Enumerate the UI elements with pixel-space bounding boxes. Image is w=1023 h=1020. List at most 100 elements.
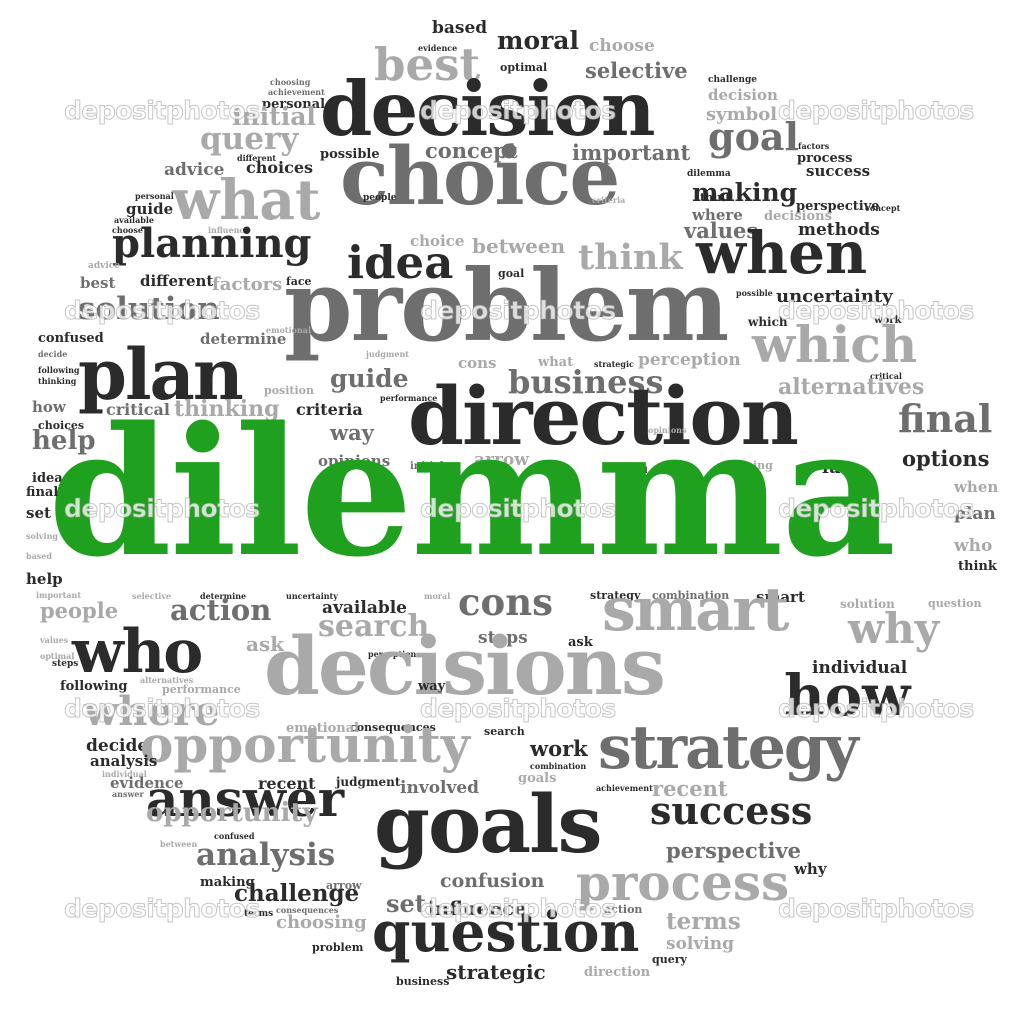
word-alternatives: alternatives: [140, 675, 194, 685]
word-question: question: [372, 899, 640, 964]
word-search: search: [484, 725, 525, 738]
word-work: work: [530, 736, 588, 761]
word-different: different: [140, 272, 214, 290]
word-achievement: achievement: [596, 783, 653, 793]
word-concept: concept: [865, 203, 901, 213]
watermark-text: depositphotos: [778, 494, 975, 524]
word-factors: factors: [212, 274, 283, 295]
word-advice: advice: [88, 261, 120, 271]
word-performance: performance: [380, 393, 438, 403]
word-perspective: perspective: [796, 199, 880, 214]
word-making: making: [692, 178, 798, 207]
word-challenge: challenge: [708, 75, 757, 85]
word-initial: initial: [232, 102, 316, 131]
word-what: what: [538, 355, 574, 370]
word-face: face: [286, 275, 312, 288]
word-decide: decide: [86, 736, 149, 756]
word-critical: critical: [870, 371, 902, 381]
word-choice: choice: [340, 129, 620, 223]
word-face: face: [822, 458, 862, 478]
word-values: values: [684, 218, 759, 243]
word-evidence: evidence: [110, 774, 184, 792]
word-perspective: perspective: [666, 838, 802, 863]
word-thinking: thinking: [38, 376, 77, 386]
word-recent: recent: [258, 774, 316, 793]
word-terms: terms: [244, 909, 274, 919]
word-success: success: [650, 788, 813, 833]
word-who: who: [954, 536, 993, 556]
word-different: different: [237, 153, 277, 163]
word-strategy: strategy: [598, 713, 859, 783]
word-choice: choice: [410, 232, 465, 250]
word-position: position: [264, 384, 314, 397]
word-concept: concept: [425, 138, 518, 163]
word-opinions: opinions: [648, 425, 687, 435]
word-based: based: [432, 18, 488, 38]
word-choosing: choosing: [270, 77, 311, 87]
watermark-text: depositphotos: [420, 894, 617, 924]
word-help: help: [26, 570, 63, 588]
word-based: based: [26, 551, 52, 561]
word-direction: direction: [408, 369, 799, 463]
word-business: business: [396, 975, 450, 988]
word-direction: direction: [584, 965, 651, 980]
word-answer: answer: [112, 789, 144, 799]
word-strategic: strategic: [594, 359, 634, 369]
word-selective: selective: [585, 58, 688, 83]
word-consequences: consequences: [350, 721, 436, 734]
word-following: following: [38, 365, 80, 375]
word-strategic: strategic: [446, 960, 546, 984]
watermark-text: depositphotos: [778, 296, 975, 326]
word-arrow: arrow: [474, 450, 529, 470]
word-decision: decision: [708, 86, 778, 104]
word-personal: personal: [135, 191, 174, 201]
word-performance: performance: [162, 683, 241, 696]
word-opportunity: opportunity: [140, 715, 470, 774]
word-business: business: [508, 363, 664, 401]
word-combination: combination: [652, 589, 730, 602]
word-ask: ask: [568, 635, 593, 650]
word-making: making: [200, 875, 255, 890]
word-why: why: [848, 604, 940, 653]
word-solving: solving: [666, 934, 734, 954]
word-solution: solution: [78, 291, 220, 327]
word-determine: determine: [200, 330, 287, 348]
word-steps: steps: [52, 659, 79, 669]
word-possible: possible: [736, 288, 773, 298]
word-dilemma: dilemma: [687, 169, 731, 179]
word-question: question: [928, 597, 982, 610]
word-perception: perception: [638, 350, 741, 370]
word-combination: combination: [530, 761, 587, 771]
word-which: which: [748, 315, 788, 329]
word-plan: plan: [954, 504, 996, 524]
word-ask: ask: [246, 632, 285, 656]
watermark-text: depositphotos: [778, 96, 975, 126]
word-individual: individual: [102, 769, 147, 779]
word-process: process: [576, 853, 790, 912]
watermark-text: depositphotos: [64, 694, 261, 724]
word-final: final: [26, 485, 59, 500]
word-judgment: judgment: [336, 775, 401, 789]
word-terms: terms: [666, 908, 741, 935]
word-moral: moral: [497, 26, 579, 55]
word-way: way: [330, 420, 374, 445]
word-how: how: [32, 398, 66, 416]
word-involved: involved: [112, 419, 150, 429]
word-way: way: [418, 679, 446, 694]
word-between: between: [160, 839, 198, 849]
word-individual: individual: [812, 658, 908, 678]
word-alternatives: alternatives: [778, 374, 925, 400]
word-final: final: [898, 396, 993, 441]
word-analysis: analysis: [90, 752, 158, 770]
word-strategy: strategy: [590, 589, 641, 602]
word-following: following: [60, 679, 128, 694]
word-challenge: challenge: [234, 880, 360, 907]
watermark-text: depositphotos: [420, 96, 617, 126]
word-optimal: optimal: [40, 651, 75, 661]
word-people: people: [363, 193, 397, 203]
word-choices: choices: [38, 419, 85, 432]
word-goals: goals: [518, 771, 557, 786]
word-values: values: [40, 635, 69, 645]
word-critical: critical: [106, 400, 170, 419]
